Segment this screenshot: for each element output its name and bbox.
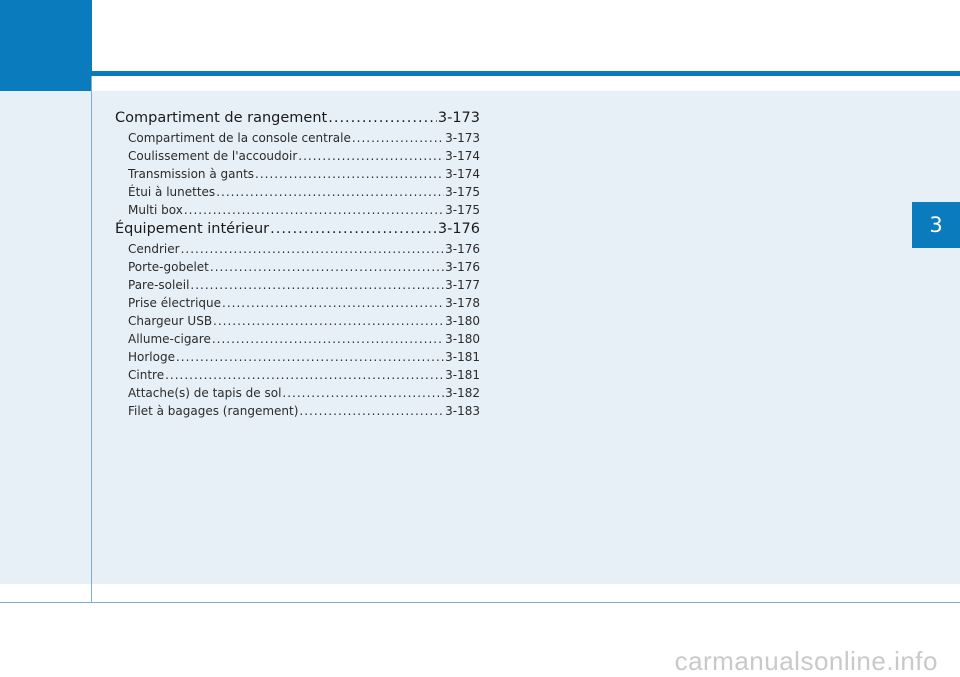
toc-page-number: 3-181 [445, 368, 480, 382]
margin-rule [91, 76, 92, 603]
chapter-tab[interactable]: 3 [912, 202, 960, 248]
dot-leader [299, 402, 444, 420]
toc-page-number: 3-180 [445, 314, 480, 328]
toc-subentry[interactable]: Étui à lunettes 3-175 [115, 183, 480, 201]
toc-page-number: 3-175 [445, 203, 480, 217]
toc-page-number: 3-175 [445, 185, 480, 199]
toc-subentry[interactable]: Chargeur USB 3-180 [115, 312, 480, 330]
toc-subentry[interactable]: Transmission à gants 3-174 [115, 165, 480, 183]
toc-section-entry[interactable]: Compartiment de rangement 3-173 [115, 108, 480, 129]
toc-page-number: 3-183 [445, 404, 480, 418]
toc-subentry[interactable]: Porte-gobelet 3-176 [115, 258, 480, 276]
toc-subentry[interactable]: Horloge 3-181 [115, 348, 480, 366]
footer-rule [0, 602, 960, 603]
toc-entry-label: Chargeur USB [128, 314, 213, 328]
toc-entry-label: Horloge [128, 350, 175, 364]
toc-subentry[interactable]: Prise électrique 3-178 [115, 294, 480, 312]
toc-page-number: 3-178 [445, 296, 480, 310]
dot-leader [190, 276, 444, 294]
toc-subentry[interactable]: Cendrier 3-176 [115, 240, 480, 258]
toc-subentry[interactable]: Filet à bagages (rangement) 3-183 [115, 402, 480, 420]
toc-entry-label: Compartiment de la console centrale [128, 131, 351, 145]
toc-entry-label: Transmission à gants [128, 167, 255, 181]
toc-page-number: 3-176 [437, 221, 480, 237]
dot-leader [282, 384, 444, 402]
dot-leader [328, 108, 437, 129]
toc-subentry[interactable]: Coulissement de l'accoudoir 3-174 [115, 147, 480, 165]
dot-leader [210, 258, 444, 276]
toc-entry-label: Cintre [128, 368, 165, 382]
watermark: carmanualsonline.info [674, 646, 938, 676]
toc-subentry[interactable]: Pare-soleil 3-177 [115, 276, 480, 294]
toc-section-entry[interactable]: Équipement intérieur 3-176 [115, 219, 480, 240]
dot-leader [181, 240, 445, 258]
header-corner-block [0, 0, 92, 91]
toc-subentry[interactable]: Attache(s) de tapis de sol 3-182 [115, 384, 480, 402]
toc-page-number: 3-176 [445, 242, 480, 256]
toc-entry-label: Pare-soleil [128, 278, 190, 292]
content-background [0, 91, 960, 584]
toc-page-number: 3-173 [437, 110, 480, 126]
header-rule [92, 71, 960, 76]
toc-page-number: 3-181 [445, 350, 480, 364]
toc-page-number: 3-174 [445, 149, 480, 163]
dot-leader [176, 348, 444, 366]
dot-leader [255, 165, 444, 183]
toc-page-number: 3-174 [445, 167, 480, 181]
toc-entry-label: Multi box [128, 203, 183, 217]
toc-page-number: 3-180 [445, 332, 480, 346]
dot-leader [352, 129, 444, 147]
toc-entry-label: Compartiment de rangement [115, 110, 328, 126]
toc-entry-label: Porte-gobelet [128, 260, 209, 274]
toc-subentry[interactable]: Cintre 3-181 [115, 366, 480, 384]
table-of-contents: Compartiment de rangement3-173Compartime… [115, 108, 480, 420]
dot-leader [184, 201, 444, 219]
toc-entry-label: Cendrier [128, 242, 180, 256]
dot-leader [222, 294, 444, 312]
toc-page-number: 3-173 [445, 131, 480, 145]
toc-entry-label: Prise électrique [128, 296, 222, 310]
toc-entry-label: Filet à bagages (rangement) [128, 404, 299, 418]
dot-leader [216, 183, 444, 201]
toc-subentry[interactable]: Allume-cigare 3-180 [115, 330, 480, 348]
toc-subentry[interactable]: Compartiment de la console centrale 3-173 [115, 129, 480, 147]
dot-leader [212, 330, 444, 348]
toc-subentry[interactable]: Multi box 3-175 [115, 201, 480, 219]
dot-leader [213, 312, 444, 330]
dot-leader [298, 147, 444, 165]
toc-entry-label: Coulissement de l'accoudoir [128, 149, 298, 163]
toc-page-number: 3-182 [445, 386, 480, 400]
toc-entry-label: Allume-cigare [128, 332, 211, 346]
toc-page-number: 3-176 [445, 260, 480, 274]
toc-entry-label: Équipement intérieur [115, 221, 270, 237]
toc-entry-label: Attache(s) de tapis de sol [128, 386, 282, 400]
dot-leader [270, 219, 437, 240]
toc-page-number: 3-177 [445, 278, 480, 292]
toc-entry-label: Étui à lunettes [128, 185, 216, 199]
dot-leader [165, 366, 444, 384]
